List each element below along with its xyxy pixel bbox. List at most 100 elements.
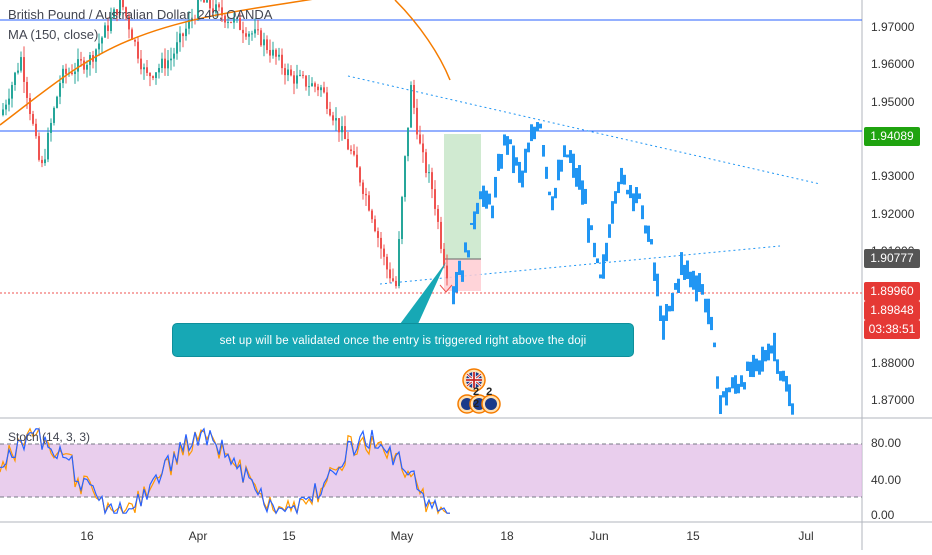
projection-bar — [728, 387, 731, 393]
time-tick: Jul — [798, 529, 814, 543]
time-tick: Apr — [188, 529, 208, 543]
candle-body — [83, 60, 85, 70]
candle-body — [146, 67, 148, 73]
projection-bar — [626, 189, 629, 195]
projection-bar — [776, 359, 779, 374]
candle-body — [269, 50, 271, 56]
candle-body — [368, 195, 370, 211]
candle-body — [299, 74, 301, 76]
symbol-title[interactable]: British Pound / Australian Dollar, 240, … — [8, 7, 273, 22]
candle-body — [272, 49, 274, 56]
projection-bar — [785, 375, 788, 392]
projection-bar — [578, 165, 581, 190]
projection-bar — [602, 254, 605, 279]
ma-legend[interactable]: MA (150, close) — [8, 27, 99, 42]
projection-bar — [590, 225, 593, 231]
stoch-band — [0, 444, 862, 497]
projection-bar — [734, 375, 737, 394]
projection-bar — [551, 196, 554, 211]
candle-body — [128, 16, 130, 30]
uk-flag-icon[interactable] — [462, 368, 486, 397]
candle-body — [14, 72, 16, 86]
candle-body — [326, 92, 328, 109]
candle-body — [302, 74, 304, 76]
candle-body — [332, 115, 334, 121]
candle-body — [305, 75, 307, 87]
candle-body — [53, 107, 55, 123]
candle-body — [383, 248, 385, 257]
projection-bar — [740, 375, 743, 387]
projection-bar — [704, 298, 707, 313]
level-price-tag: 1.94089 — [864, 127, 920, 146]
candle-body — [74, 71, 76, 75]
target-zone-box — [444, 134, 481, 259]
price-tick: 1.93000 — [871, 169, 915, 183]
projection-bar — [548, 191, 551, 196]
doji-marker — [439, 284, 453, 293]
projection-bar — [707, 298, 710, 325]
candle-body — [206, 0, 208, 3]
projection-bar — [650, 239, 653, 245]
candle-body — [254, 29, 256, 34]
projection-bar — [713, 342, 716, 348]
candle-body — [65, 68, 67, 74]
candle-body — [227, 21, 229, 23]
projection-bar — [668, 305, 671, 312]
projection-bar — [521, 170, 524, 188]
candle-body — [50, 122, 52, 133]
projection-bar — [527, 142, 530, 153]
projection-bar — [542, 144, 545, 157]
projection-bar — [644, 225, 647, 234]
projection-bar — [632, 193, 635, 212]
projection-bar — [758, 360, 761, 375]
projection-bar — [620, 167, 623, 185]
stoch-tick: 0.00 — [871, 508, 895, 522]
candle-body — [242, 29, 244, 34]
projection-bar — [473, 211, 476, 230]
candle-body — [287, 69, 289, 76]
candle-body — [281, 54, 283, 69]
candle-body — [338, 118, 340, 133]
candle-body — [377, 231, 379, 238]
projection-bar — [557, 159, 560, 181]
projection-bar — [461, 270, 464, 282]
candle-body — [416, 107, 418, 135]
candle-body — [389, 269, 391, 279]
projection-bar — [761, 346, 764, 372]
projection-bar — [788, 384, 791, 407]
projection-bar — [545, 166, 548, 179]
projection-bar — [539, 123, 542, 129]
candle-body — [431, 172, 433, 190]
projection-bar — [653, 262, 656, 281]
bid-price-tag: 1.89960 — [864, 282, 920, 301]
candle-body — [209, 0, 211, 9]
projection-bar — [452, 286, 455, 305]
stoch-legend[interactable]: Stoch (14, 3, 3) — [8, 430, 91, 444]
candle-body — [203, 0, 205, 3]
candle-body — [230, 21, 232, 23]
projection-bar — [674, 283, 677, 290]
price-tick: 1.95000 — [871, 95, 915, 109]
candle-body — [20, 57, 22, 71]
candle-body — [143, 67, 145, 70]
stoch-k-line — [0, 427, 450, 516]
candle-body — [86, 64, 88, 70]
candle-body — [257, 29, 259, 31]
projection-bar — [530, 124, 533, 142]
economic-event-icon[interactable]: 2 2 2 — [455, 386, 505, 415]
setup-callout-note[interactable]: set up will be validated once the entry … — [172, 323, 634, 357]
candle-body — [212, 8, 214, 13]
candle-body — [341, 126, 343, 133]
candle-body — [155, 72, 157, 79]
candle-body — [26, 81, 28, 98]
candle-body — [80, 59, 82, 61]
projection-bar — [470, 222, 473, 225]
candle-body — [116, 9, 118, 15]
projection-bar — [683, 264, 686, 280]
projection-bar — [773, 332, 776, 362]
projection-bar — [506, 136, 509, 155]
projection-bar — [722, 391, 725, 398]
candle-body — [140, 58, 142, 70]
